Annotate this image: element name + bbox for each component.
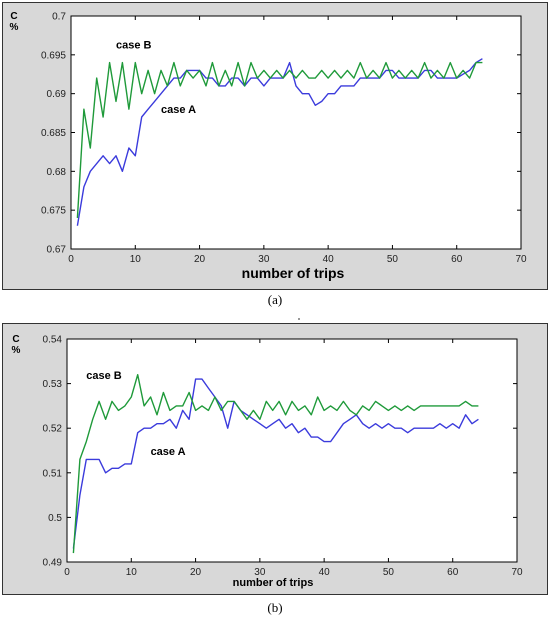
x-tick-label: 10 xyxy=(130,254,142,265)
line-chart-a: 0 10 20 30 40 50 60 70 0.67 0.675 0.68 0.685 0.69 0.6… xyxy=(41,12,527,266)
y-axis-label: C % xyxy=(7,11,21,33)
plot-area xyxy=(70,15,522,250)
x-tick-label: 20 xyxy=(190,567,202,578)
x-tick-label: 10 xyxy=(126,567,138,578)
x-tick-label: 70 xyxy=(515,254,527,265)
figure-caption-b: (b) xyxy=(267,600,283,615)
y-axis-label: C % xyxy=(9,334,23,356)
plot-area xyxy=(66,338,518,563)
y-axis-label-c: C xyxy=(10,11,18,22)
y-tick-label: 0.695 xyxy=(41,50,66,61)
x-tick-label: 60 xyxy=(451,254,463,265)
y-tick-label: 0.7 xyxy=(52,12,66,23)
x-tick-label: 40 xyxy=(319,567,331,578)
y-tick-label: 0.69 xyxy=(47,89,67,100)
x-tick-label: 70 xyxy=(511,567,523,578)
series-annotation: case A xyxy=(151,446,186,458)
series-line-case-b xyxy=(76,61,483,218)
x-tick-label: 30 xyxy=(258,254,270,265)
series-annotation: case B xyxy=(116,40,152,52)
y-axis-label-c: C xyxy=(12,334,20,345)
line-chart-b: 0 10 20 30 40 50 60 70 0.49 0.5 0.51 0.52 0.53 0.54 ca… xyxy=(43,335,523,579)
x-tick-label: 40 xyxy=(323,254,335,265)
stray-dot xyxy=(298,318,300,320)
x-tick-label: 30 xyxy=(254,567,266,578)
series-annotation: case B xyxy=(86,370,122,382)
y-axis-label-unit: % xyxy=(11,345,21,356)
x-axis-label: number of trips xyxy=(241,265,345,281)
series-line-case-a xyxy=(72,378,479,549)
figure-caption-a: (a) xyxy=(267,292,283,307)
y-tick-label: 0.675 xyxy=(41,206,66,217)
y-tick-label: 0.68 xyxy=(47,167,67,178)
x-tick-label: 50 xyxy=(387,254,399,265)
y-tick-label: 0.5 xyxy=(48,513,62,524)
series-line-case-a xyxy=(76,58,483,226)
x-tick-label: 50 xyxy=(383,567,395,578)
y-tick-label: 0.685 xyxy=(41,128,66,139)
x-tick-label: 60 xyxy=(447,567,459,578)
y-tick-label: 0.53 xyxy=(43,379,63,390)
y-tick-label: 0.51 xyxy=(43,468,63,479)
y-tick-label: 0.54 xyxy=(43,335,63,346)
x-tick-label: 20 xyxy=(194,254,206,265)
series-line-case-b xyxy=(72,374,479,554)
x-axis-label: number of trips xyxy=(232,577,314,589)
x-tick-label: 0 xyxy=(68,254,74,265)
chart-panel-a: C % 0 10 20 30 40 50 60 70 0.67 0.675 0.68 0.685 0.6… xyxy=(2,2,548,290)
series-annotation: case A xyxy=(161,104,196,116)
y-tick-label: 0.52 xyxy=(43,424,63,435)
y-axis-label-unit: % xyxy=(9,22,19,33)
y-tick-label: 0.49 xyxy=(43,558,63,569)
chart-panel-b: C % 0 10 20 30 40 50 60 70 0.49 0.5 0.51 0.52 0.53 0.… xyxy=(2,323,548,595)
y-tick-label: 0.67 xyxy=(47,245,67,256)
x-tick-label: 0 xyxy=(64,567,70,578)
